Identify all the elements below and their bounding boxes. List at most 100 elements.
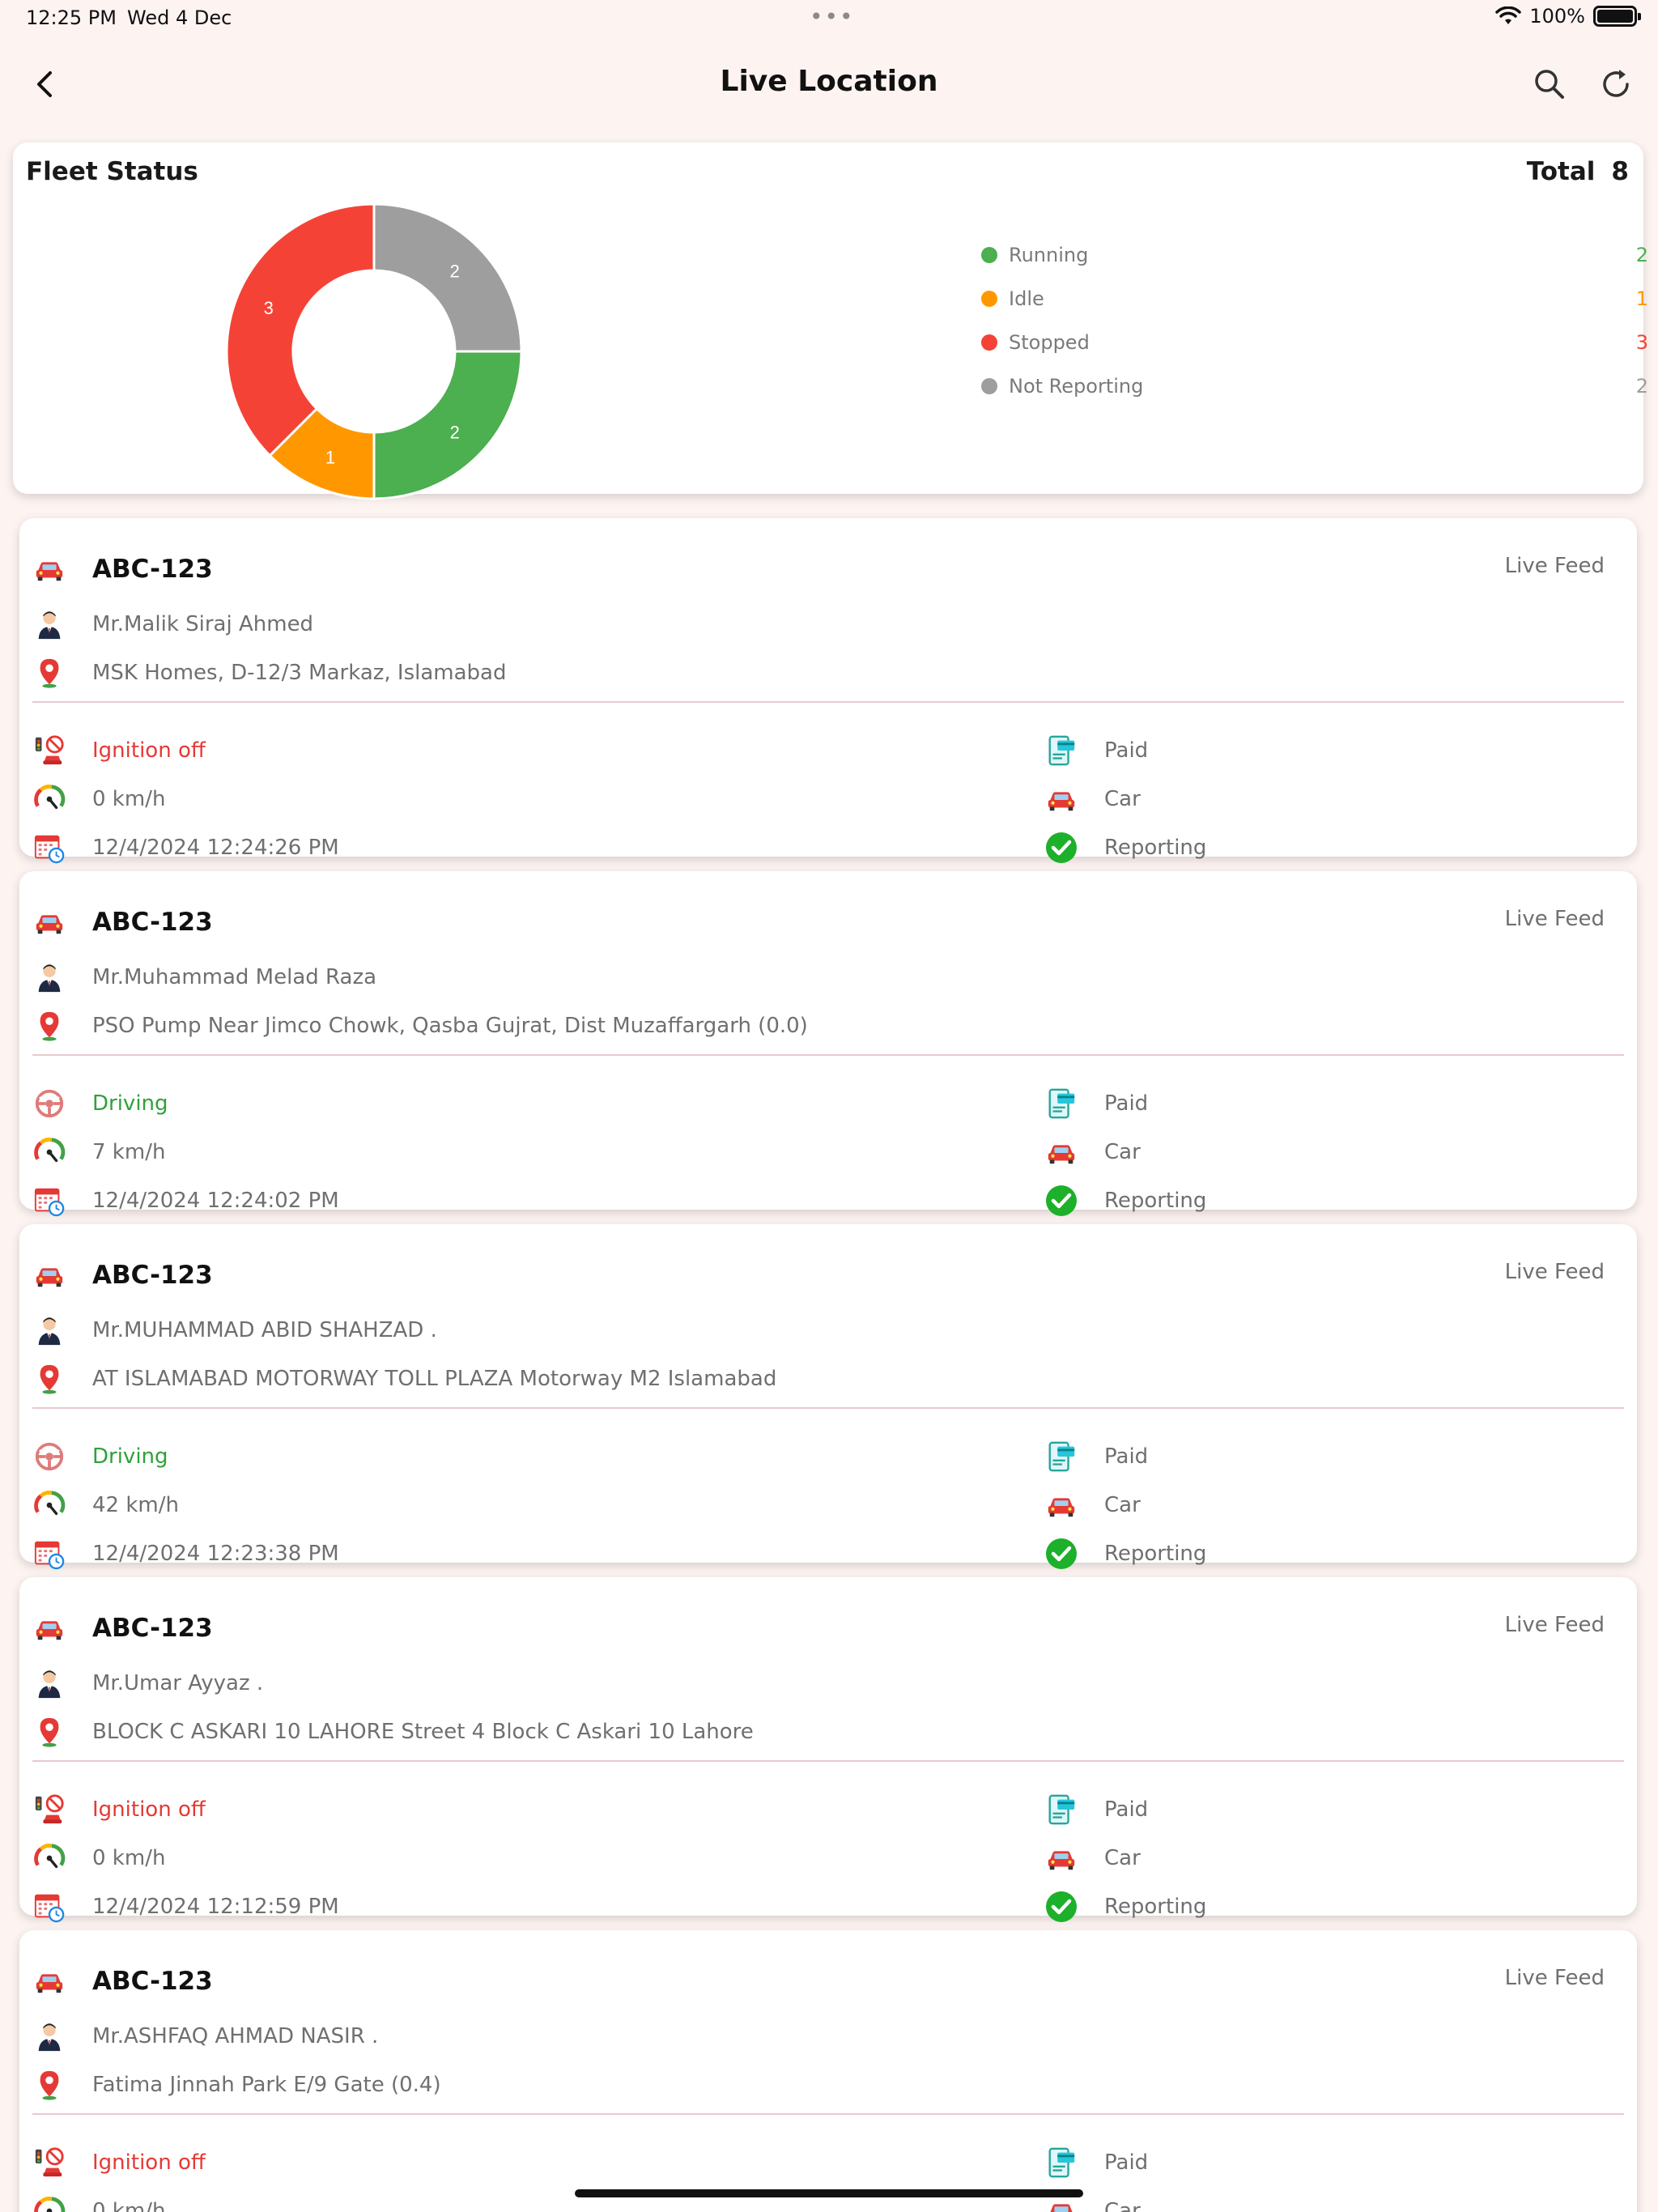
donut-slice-not-reporting[interactable] xyxy=(372,202,523,353)
legend-item-running[interactable]: Running 2 xyxy=(968,233,1648,277)
card-divider xyxy=(32,1407,1624,1409)
calendar-clock-icon xyxy=(32,1890,66,1924)
vehicle-header: ABC-123 xyxy=(32,549,213,589)
steering-wheel-icon xyxy=(32,1087,66,1121)
live-feed-button[interactable]: Live Feed xyxy=(1504,1260,1605,1284)
vehicle-plate: ABC-123 xyxy=(92,1261,213,1290)
reporting-status: Reporting xyxy=(1104,1542,1207,1566)
reporting-row: Reporting xyxy=(1044,1180,1206,1221)
payment-status: Paid xyxy=(1104,1444,1149,1469)
payment-row: Paid xyxy=(1044,2142,1148,2183)
idle-dot-icon xyxy=(981,291,997,307)
driver-icon xyxy=(32,2019,66,2053)
vehicle-card[interactable]: ABC-123 Live Feed Mr.ASHFAQ AHMAD NASIR … xyxy=(19,1930,1637,2212)
fleet-total-value: 8 xyxy=(1611,157,1629,186)
driver-name: Mr.Umar Ayyaz . xyxy=(92,1671,264,1695)
live-feed-button[interactable]: Live Feed xyxy=(1504,554,1605,578)
speedometer-icon xyxy=(32,1135,66,1169)
timestamp-row: 12/4/2024 12:24:26 PM xyxy=(32,827,339,868)
driver-icon xyxy=(32,1666,66,1700)
legend-count: 3 xyxy=(1635,331,1648,354)
vehicle-header: ABC-123 xyxy=(32,1255,213,1295)
vehicle-type-row: Car xyxy=(1044,1132,1141,1172)
driver-name: Mr.ASHFAQ AHMAD NASIR . xyxy=(92,2024,379,2048)
engine-status: Ignition off xyxy=(92,738,206,763)
vehicle-type: Car xyxy=(1104,1140,1141,1164)
battery-percent: 100% xyxy=(1529,5,1585,28)
driver-name: Mr.Muhammad Melad Raza xyxy=(92,965,377,989)
car-icon xyxy=(1044,2194,1078,2212)
vehicle-card[interactable]: ABC-123 Live Feed Mr.MUHAMMAD ABID SHAHZ… xyxy=(19,1224,1637,1570)
battery-icon xyxy=(1593,6,1641,27)
fleet-status-card: Fleet Status Total 8 2 2 1 3 Running 2 Idle… xyxy=(13,143,1648,500)
vehicle-address: Fatima Jinnah Park E/9 Gate (0.4) xyxy=(92,2073,441,2097)
fleet-total-label: Total xyxy=(1526,157,1596,186)
payment-icon xyxy=(1044,1440,1078,1474)
vehicle-card[interactable]: ABC-123 Live Feed Mr.Umar Ayyaz . BLOCK … xyxy=(19,1577,1637,1923)
driver-row: Mr.Muhammad Melad Raza xyxy=(32,957,376,998)
vehicle-plate: ABC-123 xyxy=(92,1967,213,1996)
vehicle-plate: ABC-123 xyxy=(92,555,213,584)
driver-name: Mr.Malik Siraj Ahmed xyxy=(92,612,314,636)
nav-bar: Live Location xyxy=(0,49,1658,121)
driver-row: Mr.ASHFAQ AHMAD NASIR . xyxy=(32,2016,378,2057)
live-feed-button[interactable]: Live Feed xyxy=(1504,907,1605,931)
car-icon xyxy=(1044,1488,1078,1522)
donut-slice-stopped[interactable] xyxy=(225,202,376,457)
fleet-status-title: Fleet Status xyxy=(26,157,198,186)
engine-status-row: Ignition off xyxy=(32,2142,206,2183)
check-circle-icon xyxy=(1044,1184,1078,1218)
address-row: BLOCK C ASKARI 10 LAHORE Street 4 Block … xyxy=(32,1712,754,1752)
engine-status-row: Driving xyxy=(32,1436,168,1477)
last-update-time: 12/4/2024 12:12:59 PM xyxy=(92,1895,339,1919)
reporting-status: Reporting xyxy=(1104,1895,1207,1919)
search-icon[interactable] xyxy=(1528,63,1571,105)
status-bar: 12:25 PM Wed 4 Dec ••• 100% xyxy=(0,0,1658,39)
reporting-status: Reporting xyxy=(1104,1189,1207,1213)
payment-icon xyxy=(1044,1793,1078,1827)
speed-row: 0 km/h xyxy=(32,2191,165,2212)
legend-label: Stopped xyxy=(1009,331,1090,354)
legend-item-not-reporting[interactable]: Not Reporting 2 xyxy=(968,364,1648,408)
chevron-left-icon[interactable] xyxy=(24,63,66,105)
legend-count: 2 xyxy=(1635,244,1648,266)
driver-icon xyxy=(32,607,66,641)
legend-item-idle[interactable]: Idle 1 xyxy=(968,277,1648,321)
payment-row: Paid xyxy=(1044,1083,1148,1124)
check-circle-icon xyxy=(1044,831,1078,865)
legend-label: Not Reporting xyxy=(1009,375,1144,398)
donut-slice-running[interactable] xyxy=(372,350,523,500)
speedometer-icon xyxy=(32,1488,66,1522)
last-update-time: 12/4/2024 12:24:02 PM xyxy=(92,1189,339,1213)
stopped-dot-icon xyxy=(981,334,997,351)
vehicle-address: BLOCK C ASKARI 10 LAHORE Street 4 Block … xyxy=(92,1720,754,1744)
status-right: 100% xyxy=(1495,5,1641,28)
payment-row: Paid xyxy=(1044,1789,1148,1830)
check-circle-icon xyxy=(1044,1537,1078,1571)
engine-status: Driving xyxy=(92,1091,168,1116)
vehicle-card[interactable]: ABC-123 Live Feed Mr.Muhammad Melad Raza… xyxy=(19,871,1637,1217)
card-divider xyxy=(32,1760,1624,1762)
reporting-row: Reporting xyxy=(1044,827,1206,868)
legend-item-stopped[interactable]: Stopped 3 xyxy=(968,321,1648,364)
vehicle-plate: ABC-123 xyxy=(92,1614,213,1643)
vehicle-type: Car xyxy=(1104,1493,1141,1517)
location-pin-icon xyxy=(32,1009,66,1043)
home-indicator[interactable] xyxy=(575,2189,1083,2197)
car-icon xyxy=(32,552,66,586)
refresh-icon[interactable] xyxy=(1595,63,1637,105)
vehicle-card[interactable]: ABC-123 Live Feed Mr.Malik Siraj Ahmed M… xyxy=(19,518,1637,864)
live-feed-button[interactable]: Live Feed xyxy=(1504,1613,1605,1637)
multitasking-dots[interactable]: ••• xyxy=(810,3,855,30)
live-feed-button[interactable]: Live Feed xyxy=(1504,1966,1605,1990)
car-icon xyxy=(1044,782,1078,816)
speed-row: 7 km/h xyxy=(32,1132,165,1172)
location-pin-icon xyxy=(32,1362,66,1396)
calendar-clock-icon xyxy=(32,1537,66,1571)
page-title: Live Location xyxy=(720,65,938,98)
not-reporting-dot-icon xyxy=(981,378,997,394)
donut-slice-label: 3 xyxy=(264,298,274,318)
car-icon xyxy=(1044,1841,1078,1875)
speed-row: 0 km/h xyxy=(32,1838,165,1878)
payment-status: Paid xyxy=(1104,1091,1149,1116)
